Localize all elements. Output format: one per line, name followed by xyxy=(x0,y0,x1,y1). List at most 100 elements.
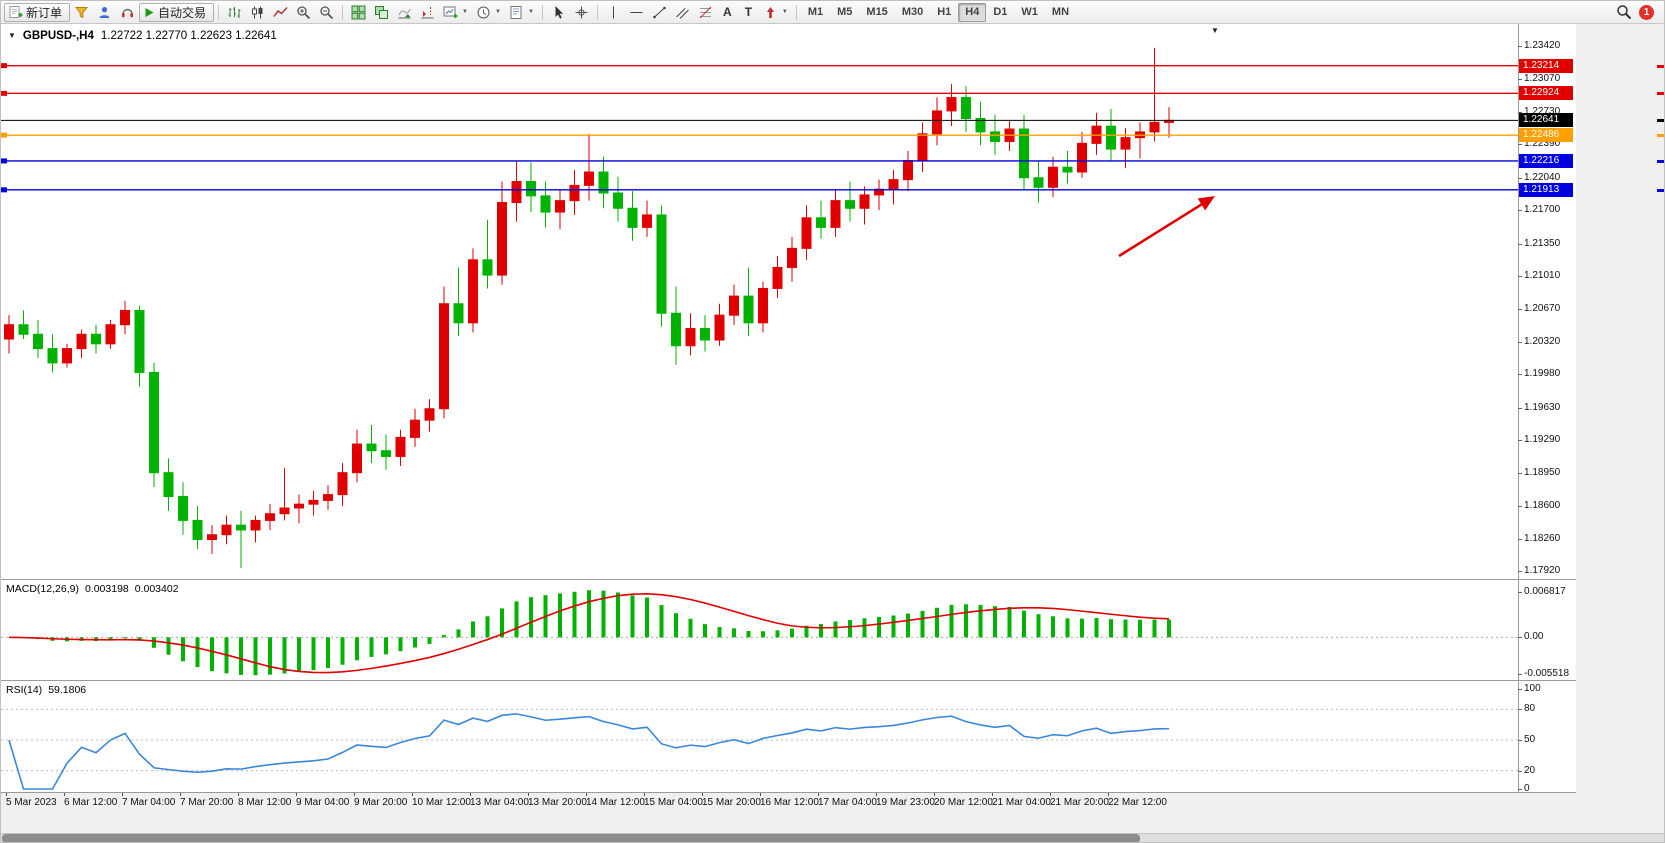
candle xyxy=(149,362,159,487)
time-label: 16 Mar 12:00 xyxy=(760,797,819,808)
trendline-tool-button[interactable] xyxy=(648,3,671,22)
timeframe-button-h1[interactable]: H1 xyxy=(937,6,952,18)
template-page-icon xyxy=(510,5,522,19)
line-left-anchor xyxy=(1,90,7,96)
notification-badge[interactable]: 1 xyxy=(1639,4,1654,20)
axis-label: 1.23070 xyxy=(1524,73,1561,85)
support-button[interactable] xyxy=(116,3,139,22)
axis-tick xyxy=(1518,506,1522,508)
text-tool-button[interactable]: A xyxy=(717,3,738,22)
market-funnel-icon xyxy=(74,6,89,18)
time-label: 17 Mar 04:00 xyxy=(818,797,877,808)
candle xyxy=(424,399,435,432)
axis-tick xyxy=(1518,276,1522,278)
time-label: 21 Mar 20:00 xyxy=(1050,797,1109,808)
signals-button[interactable] xyxy=(93,3,116,22)
macd-canvas[interactable] xyxy=(1,580,1518,679)
axis-label: 100 xyxy=(1524,683,1541,694)
symbol-marker-icon: ▼ xyxy=(8,31,16,40)
time-label: 20 Mar 12:00 xyxy=(934,797,993,808)
window-edge-marker xyxy=(1657,188,1664,192)
axis-tick xyxy=(1518,440,1522,442)
candle xyxy=(729,284,739,325)
candle xyxy=(743,267,754,337)
new-order-button[interactable]: 新订单 xyxy=(4,2,71,22)
candle xyxy=(946,84,957,127)
horizontal-scrollbar-thumb[interactable] xyxy=(2,834,1140,842)
axis-tick xyxy=(1518,308,1522,310)
candle xyxy=(613,176,623,222)
timeframe-button-m1[interactable]: M1 xyxy=(807,6,824,18)
toolbar-separator xyxy=(596,4,598,20)
crosshair-tool-button[interactable] xyxy=(570,3,593,22)
new-order-icon xyxy=(9,6,23,18)
zoom-in-icon xyxy=(297,5,311,19)
candle xyxy=(279,467,290,521)
candle xyxy=(33,319,43,359)
candle xyxy=(903,151,913,192)
zoom-out-button[interactable] xyxy=(315,3,338,22)
candle xyxy=(18,310,29,340)
new-chart-dropdown[interactable]: ▼ xyxy=(439,3,472,22)
autotrading-button[interactable]: 自动交易 xyxy=(139,2,215,22)
time-label: 21 Mar 04:00 xyxy=(992,797,1051,808)
chart-shift-button[interactable] xyxy=(416,3,439,22)
trend-arrow-line[interactable] xyxy=(1118,200,1208,258)
time-label: 13 Mar 20:00 xyxy=(528,797,587,808)
axis-label: 0.00 xyxy=(1524,631,1544,643)
window-edge-marker xyxy=(1657,134,1664,138)
time-tick xyxy=(470,793,471,796)
timeframe-group: M1 M5 M15 M30 H1 H4 D1 W1 MN xyxy=(801,2,1076,22)
timeframe-button-d1[interactable]: D1 xyxy=(993,6,1008,18)
timeframe-button-mn[interactable]: MN xyxy=(1051,6,1070,18)
candle xyxy=(105,319,116,349)
time-axis[interactable]: 5 Mar 2023 6 Mar 12:00 7 Mar 04:00 7 Mar 20… xyxy=(1,793,1576,812)
fibonacci-tool-button[interactable] xyxy=(694,3,717,22)
timeframe-button-w1[interactable]: W1 xyxy=(1021,6,1038,18)
candle xyxy=(352,429,362,483)
templates-dropdown[interactable]: ▼ xyxy=(505,3,538,22)
channel-icon xyxy=(676,7,689,19)
axis-tick xyxy=(1518,374,1522,376)
tile-windows-button[interactable] xyxy=(347,3,370,22)
auto-scroll-button[interactable] xyxy=(393,3,416,22)
search-icon[interactable] xyxy=(1616,4,1632,20)
channel-tool-button[interactable] xyxy=(671,3,694,22)
candlestick-chart-button[interactable] xyxy=(246,3,269,22)
new-order-label: 新订单 xyxy=(26,5,63,20)
macd-signal-line xyxy=(8,592,1170,674)
rsi-canvas[interactable] xyxy=(1,681,1518,791)
candle xyxy=(265,504,275,530)
toolbar-separator xyxy=(795,4,797,20)
level-price-tag: 1.23214 xyxy=(1519,58,1573,73)
arrows-tool-dropdown[interactable]: ▼ xyxy=(759,3,792,22)
zoom-in-button[interactable] xyxy=(292,3,315,22)
price-chart-canvas[interactable] xyxy=(1,24,1518,578)
axis-label: 0 xyxy=(1524,783,1530,794)
timeframe-button-m5[interactable]: M5 xyxy=(837,6,853,18)
line-left-anchor xyxy=(1,158,7,164)
price-chart-pane: ▼ GBPUSD-,H4 1.22722 1.22770 1.22623 1.2… xyxy=(1,24,1576,580)
cursor-tool-button[interactable] xyxy=(547,3,570,22)
time-label: 15 Mar 20:00 xyxy=(702,797,761,808)
candle xyxy=(584,133,594,201)
time-tick xyxy=(238,793,239,796)
horizontal-line-tool-button[interactable] xyxy=(625,3,648,22)
bar-chart-button[interactable] xyxy=(223,3,246,22)
candle xyxy=(163,458,174,511)
chart-shift-marker-icon: ▼ xyxy=(1211,26,1219,35)
label-tool-button[interactable]: T xyxy=(738,3,759,22)
line-chart-button[interactable] xyxy=(269,3,292,22)
cascade-windows-button[interactable] xyxy=(370,3,393,22)
candle xyxy=(308,490,319,516)
candle xyxy=(1135,122,1145,159)
periods-dropdown[interactable]: ▼ xyxy=(472,3,505,22)
toolbar: 新订单 自动交易 xyxy=(1,1,1664,24)
timeframe-button-m30[interactable]: M30 xyxy=(901,6,924,18)
timeframe-button-m15[interactable]: M15 xyxy=(866,6,888,18)
vertical-line-tool-button[interactable] xyxy=(602,3,625,22)
candle xyxy=(714,303,725,346)
candle xyxy=(134,305,145,387)
timeframe-button-h4[interactable]: H4 xyxy=(958,2,987,22)
market-button[interactable] xyxy=(70,3,93,22)
